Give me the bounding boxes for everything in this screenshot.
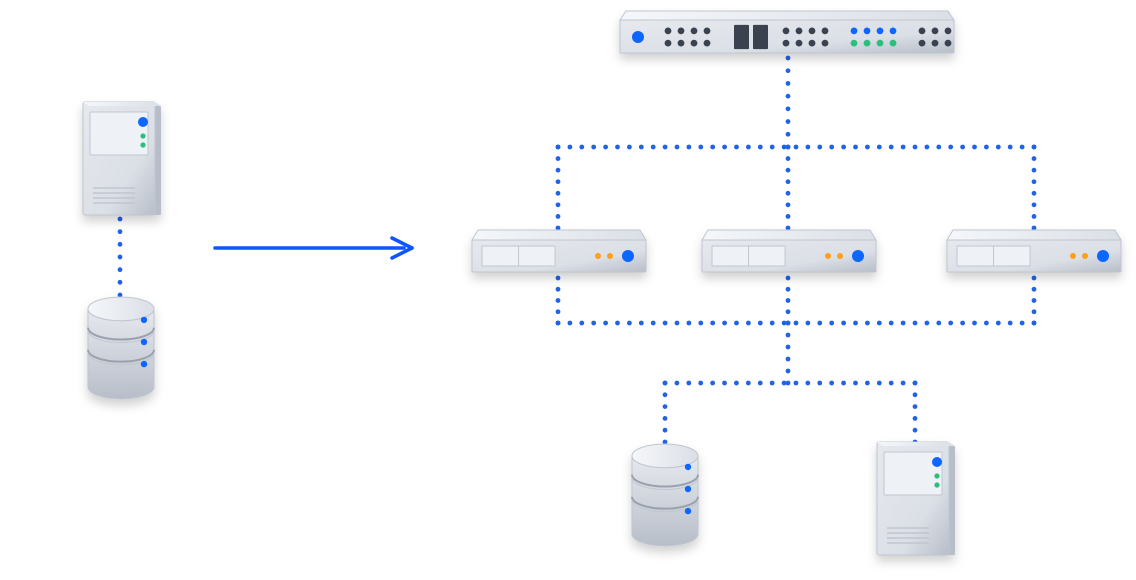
- layer-arrow: [215, 238, 412, 258]
- layer-nodes: [83, 11, 1121, 555]
- connector: [1032, 276, 1037, 326]
- switch_top: [620, 11, 954, 53]
- db_bottom: [632, 444, 698, 546]
- connector: [913, 381, 918, 445]
- connector: [786, 145, 791, 231]
- migration-arrow: [215, 238, 412, 258]
- connector: [1032, 145, 1037, 231]
- connector: [556, 145, 1037, 150]
- connector: [556, 145, 561, 231]
- connector: [118, 217, 123, 298]
- connector: [786, 56, 791, 150]
- connector: [786, 276, 791, 326]
- rack_c: [947, 230, 1121, 272]
- tower_right: [877, 442, 955, 555]
- connector: [786, 321, 791, 386]
- connector: [556, 321, 1037, 326]
- connector: [663, 381, 668, 445]
- rack_b: [702, 230, 876, 272]
- connector: [556, 276, 561, 326]
- db_left: [88, 297, 154, 399]
- rack_a: [472, 230, 646, 272]
- tower_left: [83, 102, 161, 215]
